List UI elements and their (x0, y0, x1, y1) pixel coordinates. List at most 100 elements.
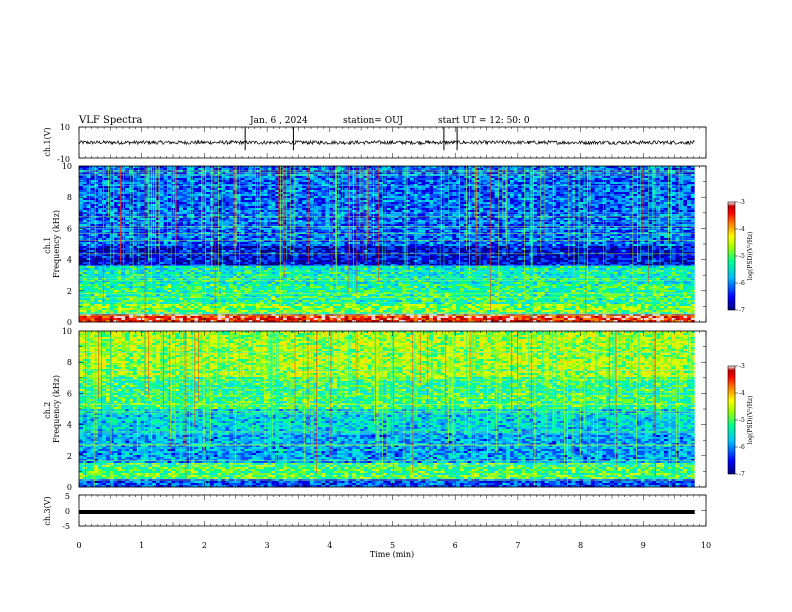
spectrogram-cell (521, 202, 526, 205)
spectrogram-cell (359, 192, 365, 195)
spectrogram-cell (321, 214, 326, 217)
spectrogram-cell (379, 214, 384, 217)
spectrogram-cell (394, 208, 399, 211)
spectrogram-cell (621, 196, 626, 199)
spectrogram-cell (494, 214, 499, 217)
spectrogram-cell (617, 208, 622, 211)
spectrogram-cell (660, 198, 665, 201)
spectrogram-cell (105, 182, 111, 185)
spectrogram-cell (352, 214, 357, 217)
spectrogram-cell (359, 186, 365, 189)
spectrogram-cell (159, 208, 165, 211)
spectrogram-cell (217, 188, 222, 191)
spectrogram-cell (117, 166, 122, 169)
spectrogram-cell (298, 216, 303, 219)
spectrogram-cell (109, 210, 115, 213)
spectrogram-cell (317, 182, 322, 185)
spectrogram-cell (286, 200, 292, 203)
spectrogram-cell (144, 202, 149, 205)
spectrogram-cell (279, 198, 284, 201)
spectrogram-cell (302, 196, 307, 199)
spectrogram-cell (606, 170, 611, 173)
spectrogram-cell (629, 188, 634, 191)
spectrogram-cell (663, 186, 669, 189)
spectrogram-cell (660, 202, 665, 205)
spectrogram-cell (82, 198, 88, 201)
spectrogram-cell (252, 198, 257, 201)
spectrogram-cell (117, 172, 122, 175)
spectrogram-cell (298, 192, 303, 195)
spectrogram-cell (117, 170, 122, 173)
spectrogram-cell (556, 168, 561, 171)
spectrogram-cell (525, 200, 530, 203)
spectrogram-cell (606, 212, 611, 215)
spectrogram-cell (621, 176, 626, 179)
spectrogram-cell (660, 172, 665, 175)
spectrogram-cell (394, 204, 399, 207)
spectrogram-cell (252, 204, 257, 207)
spectrogram-cell (483, 176, 488, 179)
spectrogram-cell (159, 178, 165, 181)
spectrogram-cell (375, 178, 380, 181)
spectrogram-cell (656, 214, 661, 217)
spectrogram-cell (513, 188, 519, 191)
spectrogram-cell (275, 210, 280, 213)
spectrogram-cell (617, 198, 622, 201)
spectrogram-cell (94, 194, 99, 197)
spectrogram-cell (98, 194, 103, 197)
spectrogram-cell (221, 214, 226, 217)
spectrogram-cell (259, 186, 265, 189)
spectrogram-cell (490, 176, 496, 179)
spectrogram-cell (275, 180, 280, 183)
spectrogram-cell (282, 200, 288, 203)
spectrogram-cell (656, 212, 661, 215)
spectrogram-cell (167, 202, 172, 205)
spectrogram-cell (221, 216, 226, 219)
spectrogram-cell (225, 194, 230, 197)
spectrogram-cell (602, 212, 607, 215)
spectrogram-cell (606, 192, 611, 195)
spectrogram-cell (182, 180, 188, 183)
spectrogram-cell (259, 202, 265, 205)
spectrogram-cell (155, 176, 161, 179)
spectrogram-cell (279, 196, 284, 199)
spectrogram-cell (660, 206, 665, 209)
spectrogram-cell (105, 192, 111, 195)
spectrogram-cell (417, 208, 422, 211)
spectrogram-cell (567, 200, 572, 203)
spectrogram-cell (175, 202, 180, 205)
spectrogram-cell (294, 178, 299, 181)
spectrogram-cell (429, 168, 434, 171)
spectrogram-cell (486, 192, 492, 195)
spectrogram-cell (675, 190, 680, 193)
spectrogram-cell (390, 178, 395, 181)
spectrogram-cell (436, 210, 442, 213)
spectrogram-cell (510, 216, 515, 219)
spectrogram-cell (248, 188, 253, 191)
spectrogram-cell (155, 170, 161, 173)
spectrogram-cell (375, 212, 380, 215)
spectrogram-cell (498, 192, 503, 195)
spectrogram-cell (656, 172, 661, 175)
spectrogram-cell (613, 188, 619, 191)
spectrogram-cell (167, 192, 172, 195)
spectrogram-cell (633, 202, 638, 205)
spectrogram-cell (332, 196, 338, 199)
spectrogram-cell (163, 188, 168, 191)
spectrogram-cell (429, 208, 434, 211)
spectrogram-cell (105, 176, 111, 179)
spectrogram-cell (325, 214, 330, 217)
spectrogram-cell (586, 214, 592, 217)
spectrogram-cell (406, 216, 411, 219)
spectrogram-cell (332, 208, 338, 211)
spectrogram-cell (560, 198, 565, 201)
spectrogram-cell (463, 178, 469, 181)
spectrogram-cell (252, 196, 257, 199)
spectrogram-cell (152, 206, 157, 209)
spectrogram-cell (436, 176, 442, 179)
spectrogram-cell (271, 172, 276, 175)
spectrogram-cell (679, 194, 684, 197)
spectrogram-cell (625, 172, 630, 175)
spectrogram-cell (579, 192, 584, 195)
spectrogram-cell (467, 182, 472, 185)
